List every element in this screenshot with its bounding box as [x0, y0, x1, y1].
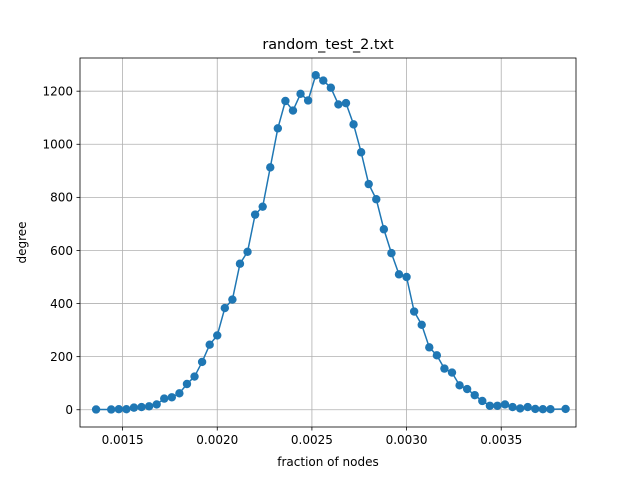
data-point — [447, 368, 457, 377]
data-point — [508, 402, 517, 412]
data-point — [243, 247, 252, 256]
data-point — [349, 120, 358, 129]
data-point — [296, 89, 305, 99]
data-point — [455, 381, 464, 390]
data-point — [122, 405, 131, 414]
data-point — [311, 71, 320, 80]
data-point — [462, 384, 472, 394]
data-point — [235, 259, 245, 268]
data-point — [137, 402, 146, 412]
data-point — [152, 400, 161, 409]
grid — [80, 58, 576, 427]
data-point — [341, 98, 351, 108]
data-point — [546, 405, 555, 414]
data-point — [417, 320, 426, 329]
data-point — [379, 225, 389, 234]
x-tick-label: 0.0035 — [480, 433, 522, 447]
data-point — [319, 76, 328, 85]
y-tick-label: 1200 — [42, 84, 73, 98]
data-point — [303, 96, 313, 105]
y-tick-label: 600 — [50, 244, 73, 258]
data-point — [394, 270, 404, 279]
plot-frame — [79, 57, 577, 428]
data-point — [258, 202, 267, 211]
data-point — [500, 400, 510, 409]
y-tick-label: 400 — [50, 297, 73, 311]
data-point — [425, 343, 434, 352]
data-point — [213, 331, 222, 340]
data-point — [372, 195, 381, 204]
data-point — [561, 404, 570, 414]
data-point — [356, 148, 366, 157]
chart-title: random_test_2.txt — [262, 37, 394, 53]
y-tick-label: 800 — [50, 191, 73, 205]
data-point — [114, 405, 124, 414]
x-tick-label: 0.0020 — [196, 433, 238, 447]
data-point — [432, 351, 442, 360]
x-tick-label: 0.0015 — [102, 433, 144, 447]
data-point — [220, 303, 230, 313]
x-axis-label: fraction of nodes — [277, 455, 379, 469]
data-point — [160, 394, 169, 403]
data-point — [326, 83, 336, 92]
data-point — [273, 124, 283, 133]
data-point — [493, 401, 502, 410]
data-point — [144, 402, 154, 411]
data-point — [250, 210, 260, 219]
data-point — [485, 401, 495, 410]
data-point — [478, 396, 487, 406]
data-point — [266, 163, 275, 172]
y-axis-label: degree — [15, 221, 29, 263]
data-point — [205, 340, 214, 349]
data-point — [167, 393, 177, 402]
data-point — [334, 100, 343, 109]
data-point — [440, 364, 449, 373]
data-point — [409, 307, 419, 316]
series — [91, 71, 570, 414]
y-tick-label: 200 — [50, 350, 73, 364]
data-point — [175, 389, 184, 398]
x-tick-label: 0.0030 — [386, 433, 428, 447]
data-point — [228, 295, 237, 304]
data-point — [91, 405, 101, 414]
x-tick-label: 0.0025 — [291, 433, 333, 447]
data-point — [538, 405, 548, 414]
axis-ticks: 0.0015 0.0020 0.0025 0.0030 0.0035 0 200 400 600… — [42, 84, 522, 447]
data-point — [107, 405, 116, 414]
data-point — [523, 402, 532, 412]
data-point — [129, 403, 139, 412]
data-point — [197, 357, 207, 367]
data-point — [281, 96, 290, 106]
y-tick-label: 1000 — [42, 138, 73, 152]
data-point — [515, 404, 525, 413]
y-tick-label: 0 — [65, 403, 73, 417]
data-point — [470, 390, 479, 400]
data-point — [364, 179, 373, 189]
data-point — [387, 248, 396, 258]
data-point — [190, 372, 199, 381]
data-point — [182, 379, 192, 389]
data-point — [288, 106, 298, 115]
data-point — [402, 272, 411, 282]
data-point — [531, 404, 540, 414]
